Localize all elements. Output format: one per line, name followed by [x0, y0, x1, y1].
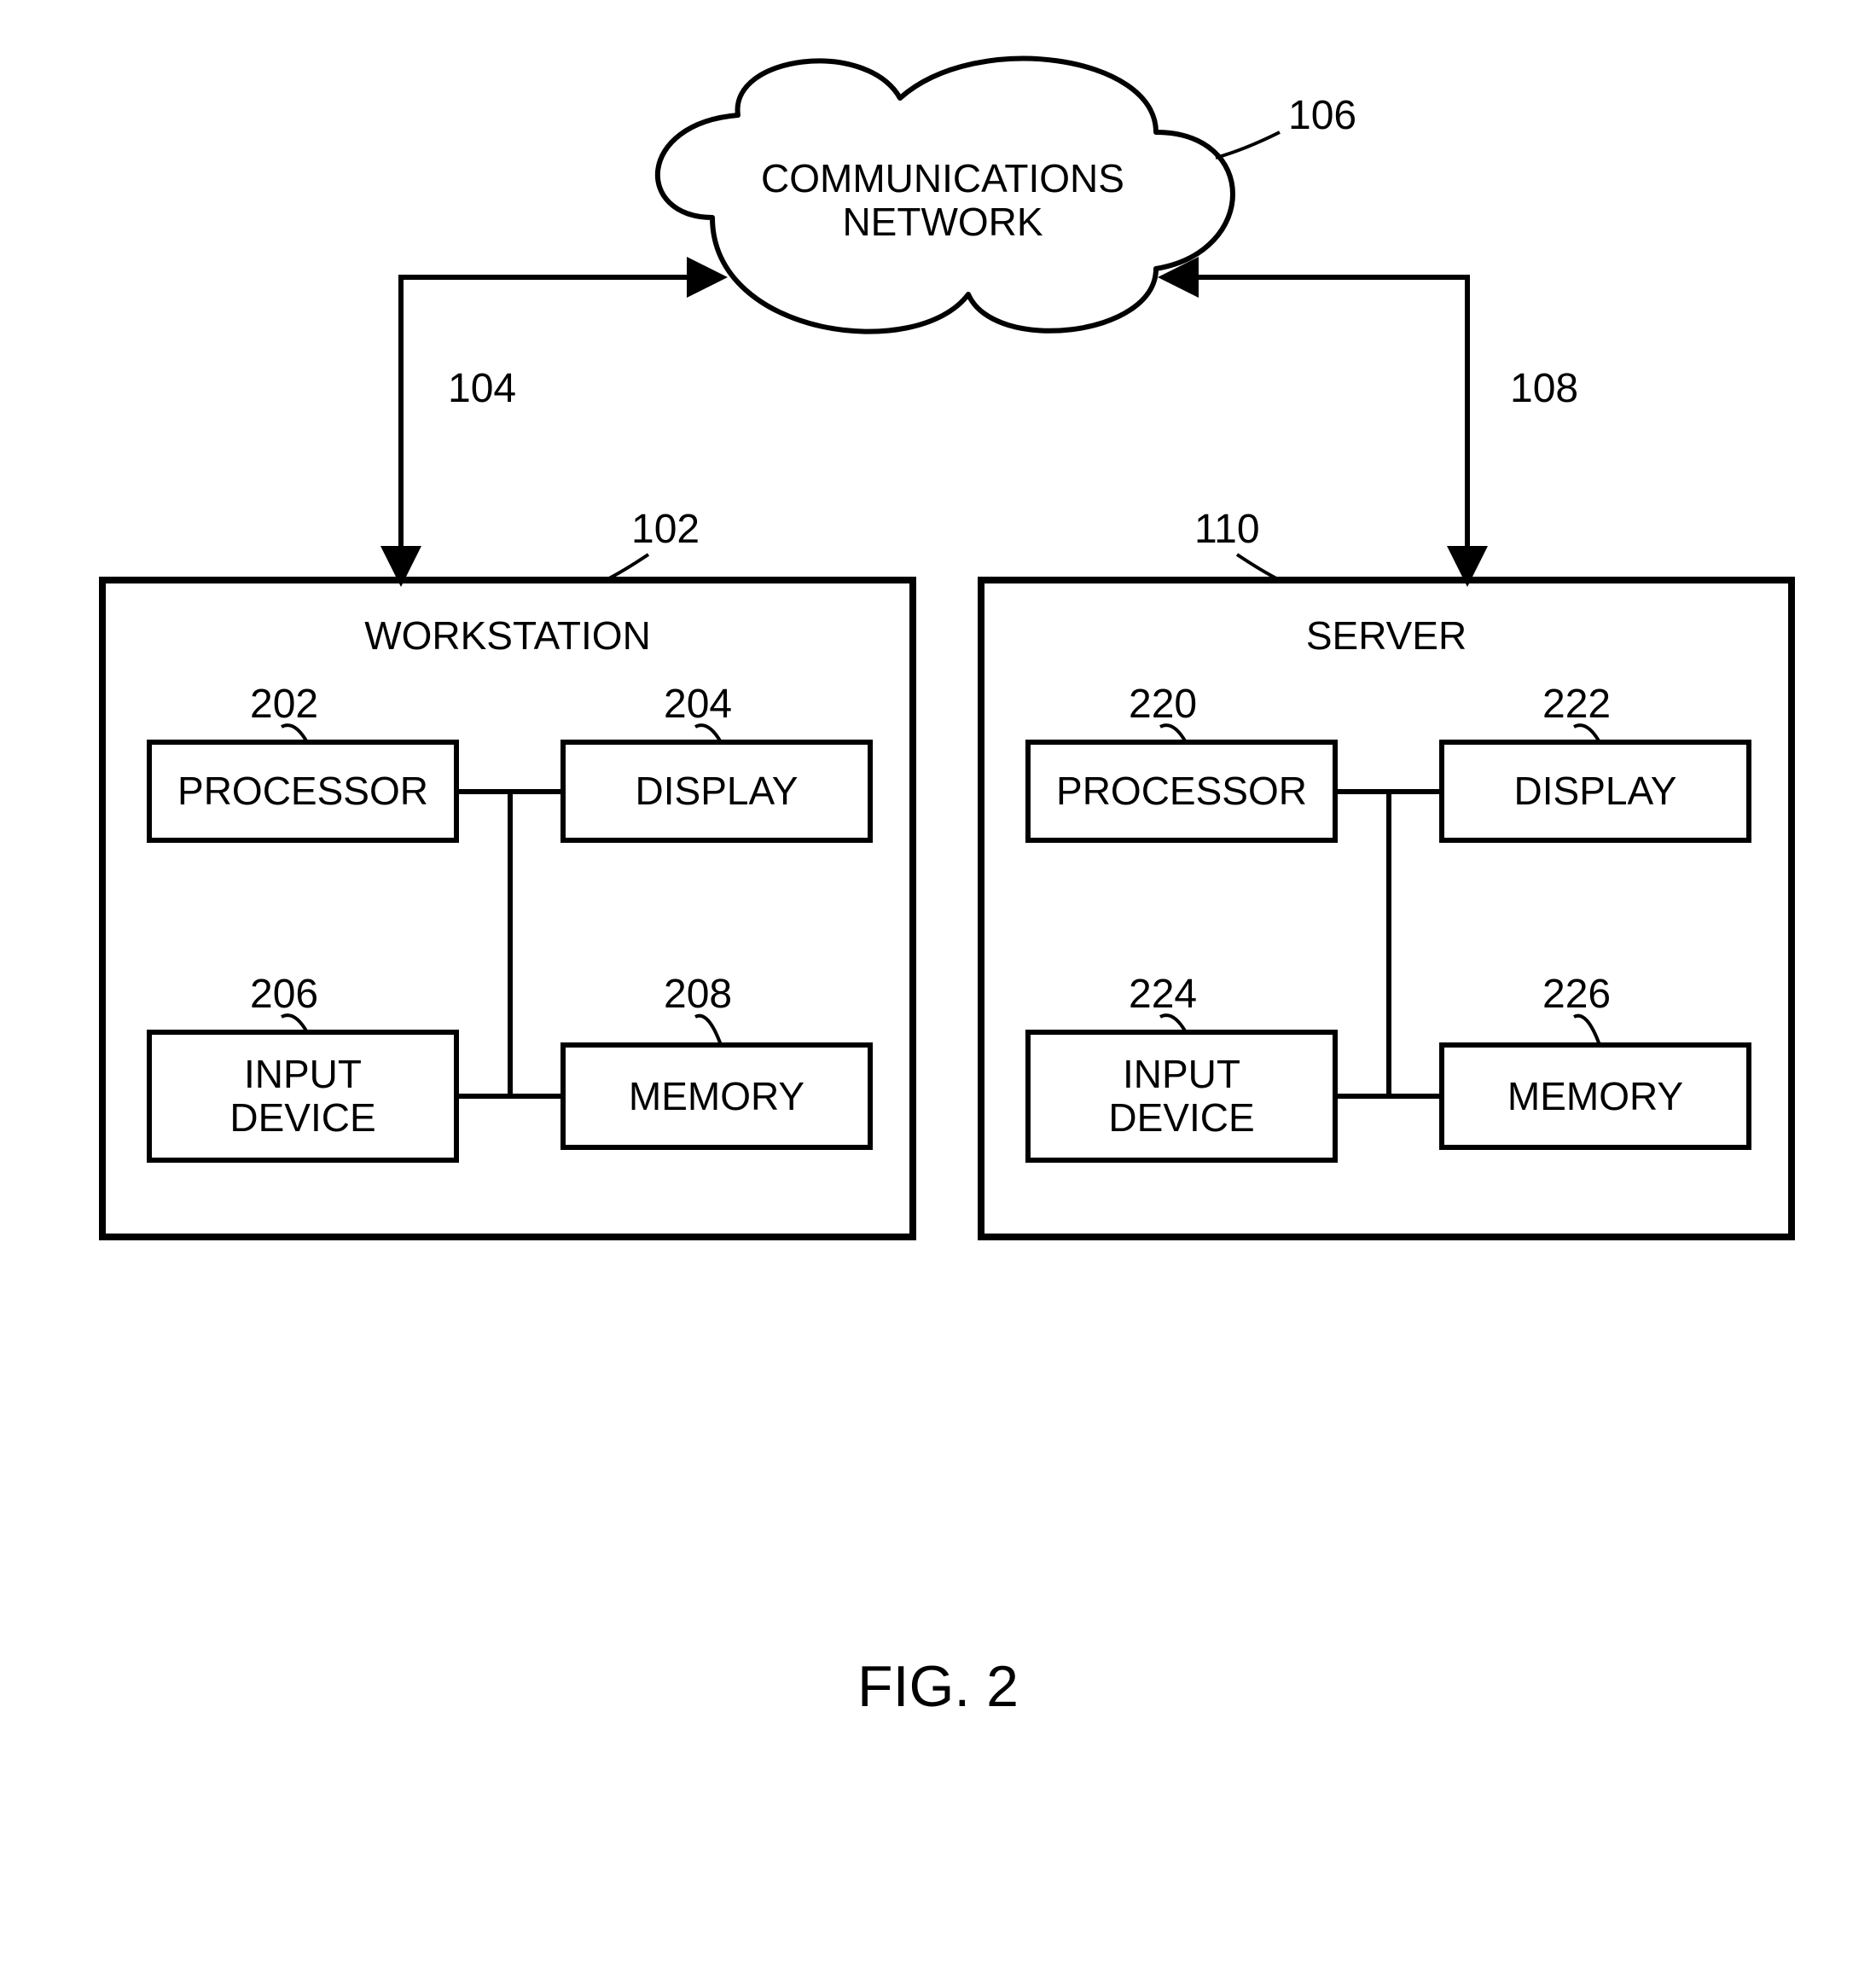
sv-input-label: INPUT DEVICE	[1028, 1053, 1335, 1139]
cloud-ref: 106	[1288, 94, 1356, 139]
sv-processor-label: PROCESSOR	[1028, 769, 1335, 813]
sv-memory-label: MEMORY	[1442, 1075, 1749, 1118]
ws-input-label: INPUT DEVICE	[149, 1053, 456, 1139]
link-right-ref: 108	[1510, 367, 1578, 412]
ws-input-ref: 206	[250, 972, 318, 1018]
figure-caption: FIG. 2	[0, 1655, 1876, 1719]
ws-processor-label: PROCESSOR	[149, 769, 456, 813]
sv-processor-ref: 220	[1129, 682, 1197, 728]
ws-display-label: DISPLAY	[563, 769, 870, 813]
ws-processor-ref: 202	[250, 682, 318, 728]
workstation-ref: 102	[631, 508, 700, 553]
cloud-label: COMMUNICATIONS NETWORK	[742, 157, 1143, 243]
ws-memory-ref: 208	[664, 972, 732, 1018]
ws-display-ref: 204	[664, 682, 732, 728]
sv-memory-ref: 226	[1542, 972, 1611, 1018]
server-ref: 110	[1194, 508, 1260, 553]
sv-input-ref: 224	[1129, 972, 1197, 1018]
server-title: SERVER	[981, 614, 1792, 658]
sv-display-label: DISPLAY	[1442, 769, 1749, 813]
sv-display-ref: 222	[1542, 682, 1611, 728]
ws-memory-label: MEMORY	[563, 1075, 870, 1118]
workstation-title: WORKSTATION	[102, 614, 913, 658]
link-left-ref: 104	[448, 367, 516, 412]
